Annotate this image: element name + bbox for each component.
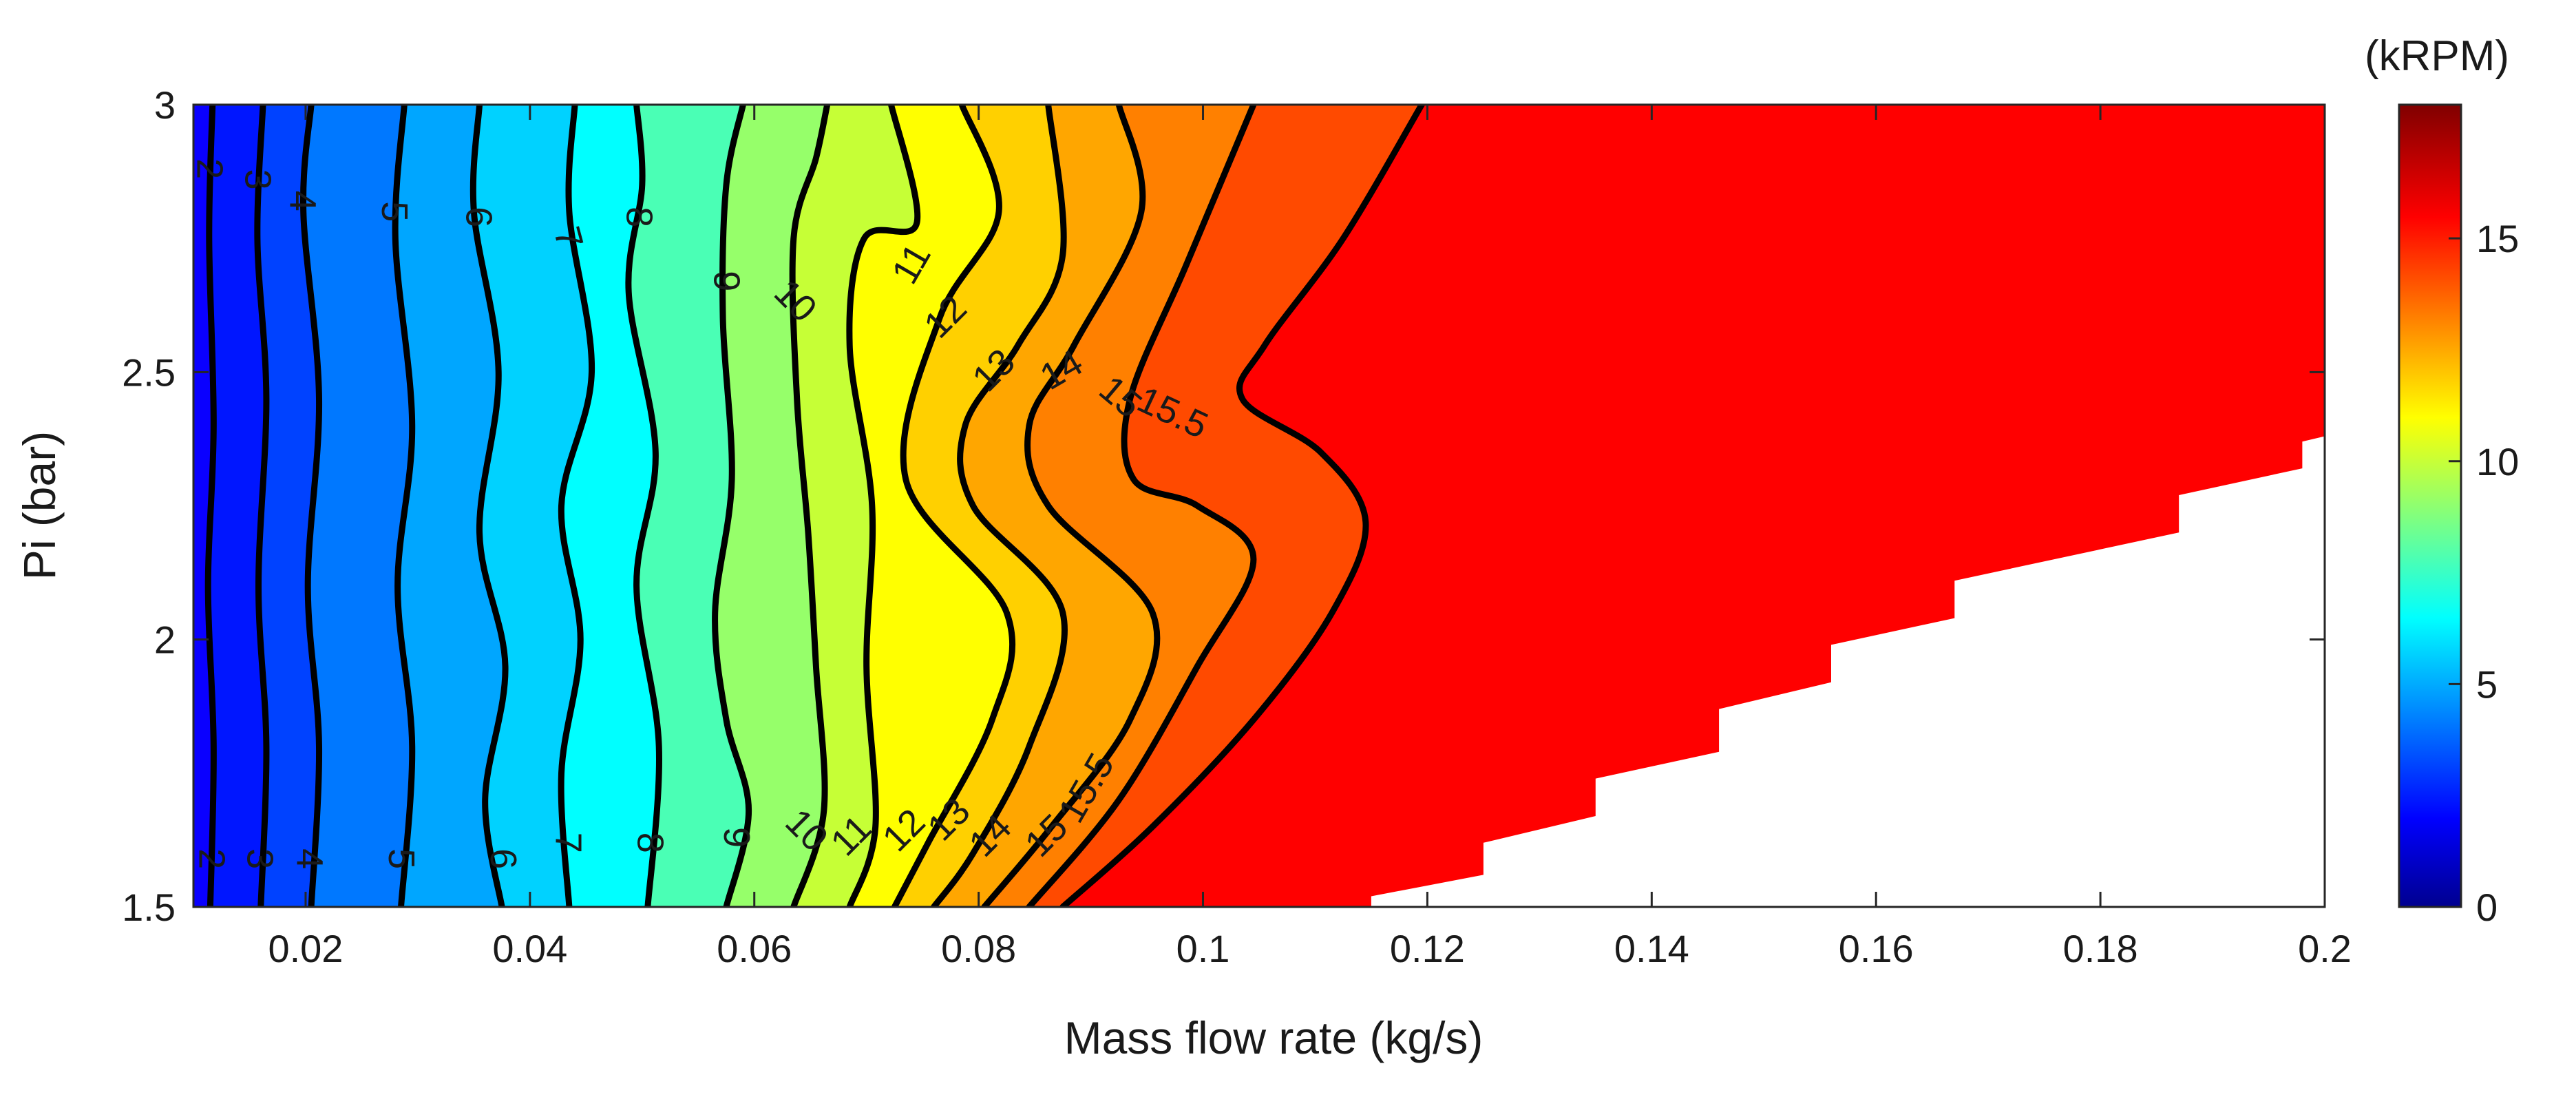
contour-line xyxy=(299,105,323,907)
y-tick-label: 2 xyxy=(154,618,176,662)
contour-line xyxy=(981,105,1161,907)
y-axis-label: Pi (bar) xyxy=(14,431,65,580)
x-tick-label: 0.02 xyxy=(268,927,343,970)
contour-label: 8 xyxy=(618,207,659,227)
contour-label: 7 xyxy=(548,833,589,853)
x-axis-ticks: 0.02 0.04 0.06 0.08 0.1 0.12 0.14 0.16 0.18 0.2 xyxy=(268,105,2352,970)
contour-line xyxy=(1059,105,1425,907)
colorbar-tick-label: 5 xyxy=(2476,662,2498,706)
colorbar-tick-label: 10 xyxy=(2476,440,2519,483)
colorbar xyxy=(2398,103,2462,908)
x-axis-label: Mass flow rate (kg/s) xyxy=(1064,1012,1484,1063)
y-tick-label: 1.5 xyxy=(122,886,176,929)
contour-label: 3 xyxy=(237,169,278,190)
contour-line xyxy=(254,105,270,907)
plot-frame xyxy=(192,103,2326,908)
colorbar-title: (kRPM) xyxy=(2365,32,2509,80)
contour-line xyxy=(558,105,595,907)
x-tick-label: 0.14 xyxy=(1614,927,1689,970)
x-tick-label: 0.2 xyxy=(2298,927,2352,970)
colorbar-ticks: 0 5 10 15 xyxy=(2449,217,2519,929)
undefined-region-layer xyxy=(1371,436,2325,907)
contour-label: 5 xyxy=(374,201,415,222)
colorbar-tick-label: 15 xyxy=(2476,217,2519,260)
contour-line xyxy=(392,105,416,907)
contour-label: 6 xyxy=(483,848,524,869)
x-tick-label: 0.16 xyxy=(1839,927,1914,970)
contour-label: 6 xyxy=(458,207,499,227)
contour-line xyxy=(789,105,831,907)
contour-label: 9 xyxy=(706,271,747,291)
x-tick-label: 0.12 xyxy=(1390,927,1465,970)
contour-label: 2 xyxy=(189,158,230,179)
contour-label: 2 xyxy=(191,848,233,869)
x-tick-label: 0.08 xyxy=(941,927,1016,970)
x-tick-label: 0.18 xyxy=(2063,927,2138,970)
y-tick-label: 3 xyxy=(154,83,176,127)
contour-line xyxy=(846,105,921,907)
y-tick-label: 2.5 xyxy=(122,351,176,394)
contour-line xyxy=(712,105,752,907)
y-axis-ticks: 1.5 2 2.5 3 xyxy=(122,83,2325,929)
contour-label: 5 xyxy=(381,848,422,869)
contour-line xyxy=(1026,105,1257,907)
x-tick-label: 0.1 xyxy=(1176,927,1230,970)
contour-line xyxy=(891,105,1016,907)
blank-region xyxy=(1371,436,2325,907)
contour-label: 4 xyxy=(282,191,324,211)
colorbar-tick-label: 0 xyxy=(2476,886,2498,929)
contour-label: 4 xyxy=(288,848,330,869)
contour-line xyxy=(625,105,662,907)
contour-label: 3 xyxy=(240,848,281,869)
contour-label: 9 xyxy=(716,827,757,848)
contour-line xyxy=(931,105,1068,907)
contour-line xyxy=(204,105,217,907)
contour-line xyxy=(469,105,509,907)
x-tick-label: 0.06 xyxy=(717,927,792,970)
contour-label: 8 xyxy=(630,833,671,853)
x-tick-label: 0.04 xyxy=(492,927,567,970)
contour-lines-layer xyxy=(204,105,1425,907)
